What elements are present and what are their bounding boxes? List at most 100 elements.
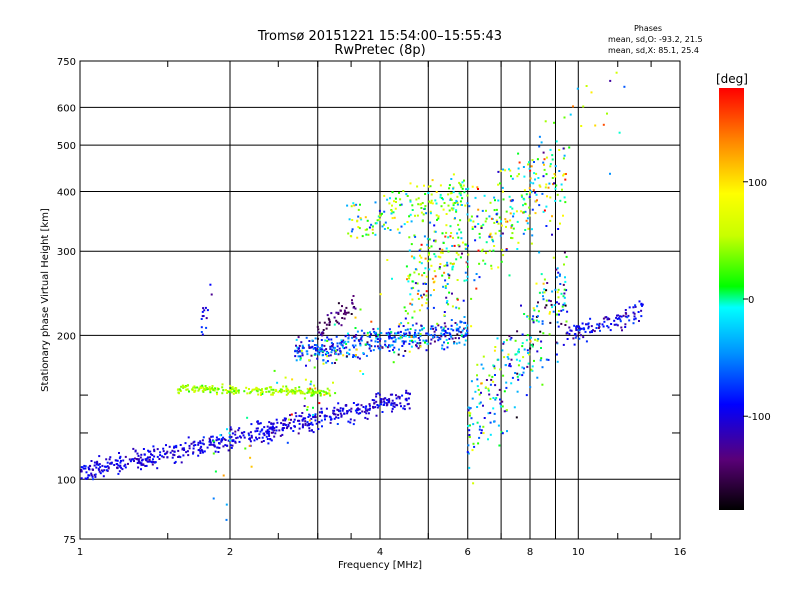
data-point [529, 177, 532, 180]
data-point [417, 332, 420, 335]
data-point [531, 159, 534, 162]
data-point [179, 444, 182, 446]
data-point [443, 311, 446, 313]
data-point [201, 384, 204, 387]
data-point [501, 400, 504, 403]
data-point [453, 341, 456, 344]
data-point [391, 399, 394, 402]
data-point [488, 249, 491, 252]
data-point [559, 222, 561, 225]
data-point [390, 331, 393, 334]
data-point [375, 393, 378, 396]
data-point [216, 387, 219, 390]
data-point [456, 203, 459, 206]
data-point [337, 402, 340, 405]
data-point [533, 309, 536, 312]
data-point [362, 373, 365, 375]
data-point [226, 444, 229, 447]
data-point [523, 313, 526, 315]
data-point [185, 451, 188, 454]
data-point [378, 214, 381, 217]
data-point [452, 329, 455, 332]
data-point [306, 424, 309, 427]
data-point [545, 304, 548, 307]
data-point [366, 409, 369, 412]
data-point [95, 466, 98, 469]
data-point [433, 270, 436, 273]
data-point [200, 445, 203, 448]
data-point [216, 446, 219, 449]
data-point [269, 426, 272, 429]
data-point [495, 213, 498, 216]
data-point [97, 467, 100, 470]
data-point [285, 427, 288, 430]
data-point [306, 408, 309, 411]
data-point [325, 352, 328, 355]
data-point [397, 331, 400, 334]
data-point [531, 365, 534, 368]
data-point [557, 228, 560, 230]
data-point [119, 455, 122, 458]
data-point [553, 173, 556, 175]
data-point [84, 465, 87, 468]
data-point [286, 426, 289, 428]
data-point [210, 435, 213, 438]
data-point [447, 273, 450, 276]
data-point [607, 326, 610, 329]
data-point [304, 378, 307, 381]
data-point [329, 421, 332, 424]
chart-title: Tromsø 20151221 15:54:00–15:55:43 [257, 29, 502, 44]
data-point [391, 393, 394, 396]
data-point [544, 120, 547, 123]
data-point [534, 178, 536, 181]
data-point [363, 332, 366, 335]
data-point [421, 202, 424, 204]
data-point [343, 412, 346, 415]
data-point [314, 352, 317, 355]
data-point [225, 503, 228, 506]
data-point [407, 397, 410, 400]
data-point [538, 251, 541, 254]
data-point [585, 340, 588, 343]
data-point [625, 312, 628, 315]
data-point [383, 401, 386, 404]
data-point [433, 253, 436, 256]
data-point [316, 390, 319, 393]
data-point [353, 419, 356, 422]
data-point [435, 202, 438, 205]
data-point [283, 390, 286, 392]
data-point [598, 325, 601, 328]
data-point [581, 322, 584, 325]
data-point [351, 302, 354, 305]
data-point [307, 422, 310, 425]
data-point [493, 367, 496, 370]
data-point [431, 325, 434, 328]
data-point [508, 363, 511, 365]
data-point [458, 330, 461, 333]
data-point [474, 239, 477, 242]
data-point [528, 206, 531, 209]
data-point [476, 378, 479, 381]
data-point [265, 430, 268, 433]
data-point [456, 323, 459, 326]
data-point [531, 228, 533, 231]
data-point [383, 223, 385, 226]
data-point [454, 322, 457, 324]
data-point [494, 398, 497, 401]
data-point [282, 424, 285, 426]
data-point [229, 444, 232, 447]
data-point [229, 385, 232, 387]
data-point [433, 289, 435, 291]
data-point [388, 350, 391, 352]
data-point [466, 451, 469, 454]
data-point [425, 212, 428, 215]
data-point [525, 339, 528, 342]
data-point [502, 254, 505, 257]
data-point [259, 430, 262, 433]
data-point [410, 336, 413, 338]
data-point [318, 351, 321, 354]
data-point [308, 419, 311, 422]
data-point [475, 273, 478, 275]
data-point [464, 333, 467, 336]
data-point [493, 349, 496, 352]
